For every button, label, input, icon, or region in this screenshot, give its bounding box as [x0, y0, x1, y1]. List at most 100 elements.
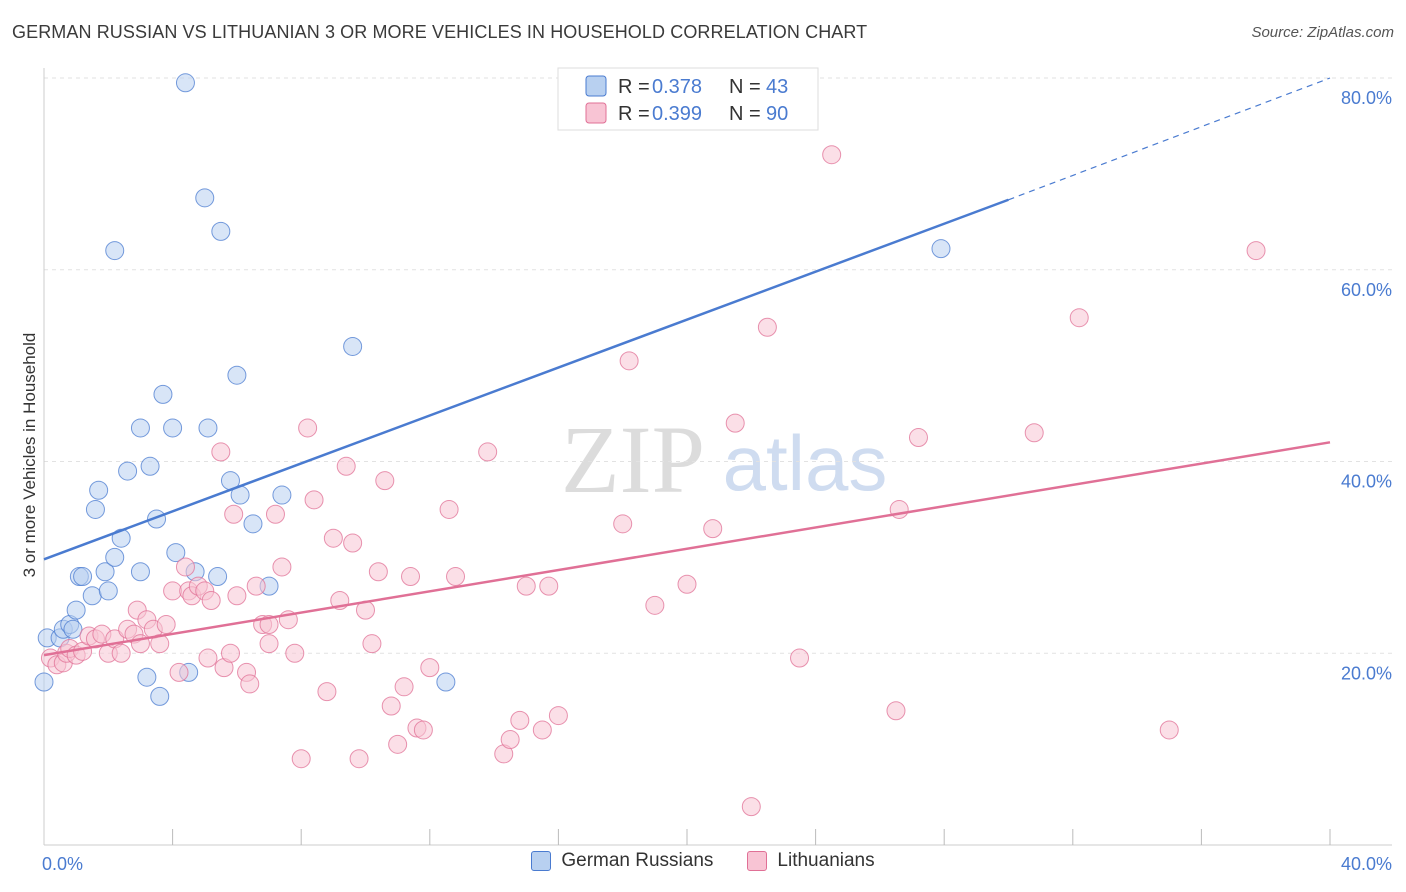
lithuanians-point-77 [645, 595, 665, 615]
legend-label-lithuanians: Lithuanians [777, 850, 875, 871]
lithuanians-point-12 [111, 643, 131, 663]
german-russians-point-39 [272, 485, 292, 505]
legend-swatch-lithuanians [585, 102, 607, 124]
lithuanians-point-45 [291, 749, 311, 769]
legend-r-label-2: R = [618, 103, 650, 125]
lithuanians-point-49 [323, 528, 343, 548]
lithuanians-point-72 [532, 720, 552, 740]
lithuanians-point-21 [163, 581, 183, 601]
lithuanians-point-57 [375, 471, 395, 491]
legend-n-value-1: 43 [766, 76, 788, 98]
lithuanians-point-28 [198, 648, 218, 668]
y-tick-label-1: 40.0% [1341, 472, 1392, 492]
watermark: ZIP atlas [561, 406, 887, 513]
lithuanians-point-23 [175, 557, 195, 577]
german-russians-point-31 [198, 418, 218, 438]
x-tick-label-1: 40.0% [1341, 854, 1392, 874]
x-tick-label-0: 0.0% [42, 854, 83, 874]
legend-r-label-1: R = [618, 76, 650, 98]
watermark-atlas: atlas [723, 419, 888, 507]
german-russians-point-17 [118, 461, 138, 481]
german-russians-point-27 [175, 73, 195, 93]
lithuanians-point-29 [201, 591, 221, 611]
lithuanians-point-82 [757, 317, 777, 337]
watermark-zip: ZIP [561, 406, 705, 513]
lithuanians-point-65 [439, 499, 459, 519]
german-russians-point-15 [105, 241, 125, 261]
lithuanians-point-30 [211, 442, 231, 462]
lithuanians-point-91 [1246, 241, 1266, 261]
german-russians-point-42 [931, 239, 951, 259]
legend-swatch-german-russians [585, 75, 607, 97]
german-russians-point-25 [163, 418, 183, 438]
lithuanians-point-19 [150, 634, 170, 654]
lithuanians-point-41 [265, 504, 285, 524]
german-russians-point-11 [89, 480, 109, 500]
correlation-legend: R = 0.378 N = 43 R = 0.399 N = 90 [557, 67, 819, 131]
lithuanians-point-87 [908, 428, 928, 448]
lithuanians-point-89 [1069, 308, 1089, 328]
lithuanians-point-20 [156, 614, 176, 634]
legend-r-value-1: 0.378 [652, 76, 702, 98]
lithuanians-trend-line [43, 441, 1331, 657]
axes [43, 68, 1392, 846]
german-russians-point-35 [227, 365, 247, 385]
legend-item-german-russians: German Russians [531, 850, 713, 872]
tick-labels: 20.0% 40.0% 60.0% 80.0% 0.0% 40.0% [42, 88, 1392, 874]
german-russians-point-30 [195, 188, 215, 208]
legend-swatch-blue [531, 851, 552, 871]
lithuanians-point-55 [362, 634, 382, 654]
lithuanians-point-22 [169, 662, 189, 682]
lithuanians-point-90 [1159, 720, 1179, 740]
lithuanians-point-78 [677, 574, 697, 594]
lithuanians-point-71 [516, 576, 536, 596]
german-russians-point-9 [82, 586, 102, 606]
lithuanians-points [40, 145, 1266, 817]
german-russians-point-40 [343, 336, 363, 356]
source-credit: Source: ZipAtlas.com [1251, 24, 1394, 41]
lithuanians-point-80 [725, 413, 745, 433]
lithuanians-point-85 [886, 701, 906, 721]
lithuanians-point-52 [343, 533, 363, 553]
lithuanians-point-58 [381, 696, 401, 716]
legend-n-label-2: N = [729, 103, 761, 125]
german-russians-point-41 [436, 672, 456, 692]
chart-title: GERMAN RUSSIAN VS LITHUANIAN 3 OR MORE V… [12, 22, 868, 42]
lithuanians-point-61 [401, 567, 421, 587]
lithuanians-point-37 [246, 576, 266, 596]
y-tick-label-2: 60.0% [1341, 280, 1392, 300]
lithuanians-point-48 [317, 682, 337, 702]
lithuanians-point-60 [394, 677, 414, 697]
lithuanians-point-84 [822, 145, 842, 165]
german-russians-point-20 [137, 667, 157, 687]
german-russians-point-8 [73, 567, 93, 587]
lithuanians-point-74 [548, 706, 568, 726]
german-russians-point-13 [98, 581, 118, 601]
lithuanians-point-83 [790, 648, 810, 668]
lithuanians-point-67 [478, 442, 498, 462]
german-russians-point-5 [63, 619, 83, 639]
grid-lines [44, 77, 1392, 654]
lithuanians-point-40 [259, 614, 279, 634]
lithuanians-point-56 [368, 562, 388, 582]
lithuanians-point-79 [703, 519, 723, 539]
lithuanians-point-32 [220, 643, 240, 663]
german-russians-point-19 [130, 562, 150, 582]
lithuanians-point-39 [259, 634, 279, 654]
german-russians-point-24 [153, 384, 173, 404]
german-russians-trend-line [43, 198, 1009, 561]
german-russians-point-10 [85, 499, 105, 519]
lithuanians-point-70 [510, 710, 530, 730]
series-legend: German Russians Lithuanians [0, 850, 1406, 872]
y-axis-label: 3 or more Vehicles in Household [20, 333, 39, 578]
lithuanians-point-75 [613, 514, 633, 534]
lithuanians-point-73 [539, 576, 559, 596]
german-russians-point-32 [208, 567, 228, 587]
lithuanians-point-88 [1024, 423, 1044, 443]
lithuanians-point-76 [619, 351, 639, 371]
legend-swatch-pink [747, 851, 768, 871]
lithuanians-point-34 [227, 586, 247, 606]
legend-n-value-2: 90 [766, 103, 788, 125]
legend-label-german-russians: German Russians [561, 850, 714, 871]
